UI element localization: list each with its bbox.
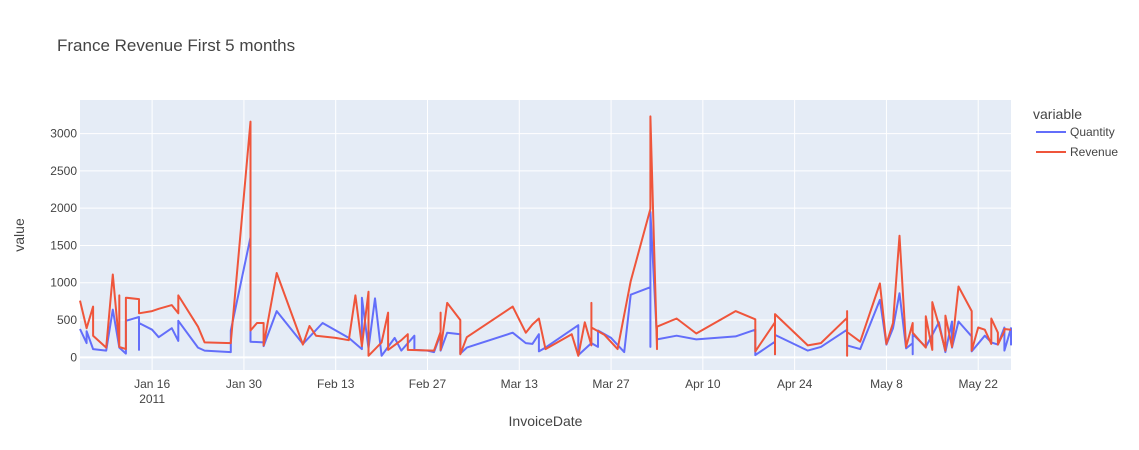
x-tick-label: Jan 30	[226, 377, 262, 391]
x-tick-label: Feb 27	[409, 377, 447, 391]
chart-title: France Revenue First 5 months	[57, 36, 295, 55]
x-tick-label: Jan 16	[134, 377, 170, 391]
y-tick-label: 500	[57, 313, 77, 327]
x-tick-label: May 22	[959, 377, 999, 391]
x-tick-sublabel: 2011	[139, 392, 165, 406]
y-tick-label: 1500	[50, 238, 77, 252]
legend[interactable]: variable Quantity Revenue	[1033, 106, 1118, 159]
x-tick-label: Apr 10	[685, 377, 721, 391]
series-line-revenue	[79, 115, 1012, 357]
y-tick-label: 2000	[50, 201, 77, 215]
x-tick-label: Mar 27	[592, 377, 630, 391]
y-tick-label: 3000	[50, 127, 77, 141]
x-tick-label: Mar 13	[501, 377, 539, 391]
y-tick-label: 1000	[50, 276, 77, 290]
y-tick-label: 2500	[50, 164, 77, 178]
legend-label: Quantity	[1070, 125, 1115, 139]
legend-label: Revenue	[1070, 145, 1118, 159]
x-tick-label: Feb 13	[317, 377, 355, 391]
y-axis-ticks: 0 500 1000 1500 2000 2500 3000	[50, 127, 77, 365]
legend-item-quantity[interactable]: Quantity	[1036, 125, 1115, 139]
series-line-quantity	[79, 210, 1012, 357]
x-tick-label: May 8	[870, 377, 903, 391]
series-layer	[79, 115, 1012, 357]
plot-area	[80, 100, 1011, 370]
legend-title: variable	[1033, 106, 1082, 122]
legend-item-revenue[interactable]: Revenue	[1036, 145, 1118, 159]
x-tick-label: Apr 24	[777, 377, 813, 391]
grid-lines	[80, 100, 1011, 370]
y-axis-title: value	[11, 218, 27, 252]
y-tick-label: 0	[70, 350, 77, 364]
x-axis-title: InvoiceDate	[509, 413, 583, 429]
